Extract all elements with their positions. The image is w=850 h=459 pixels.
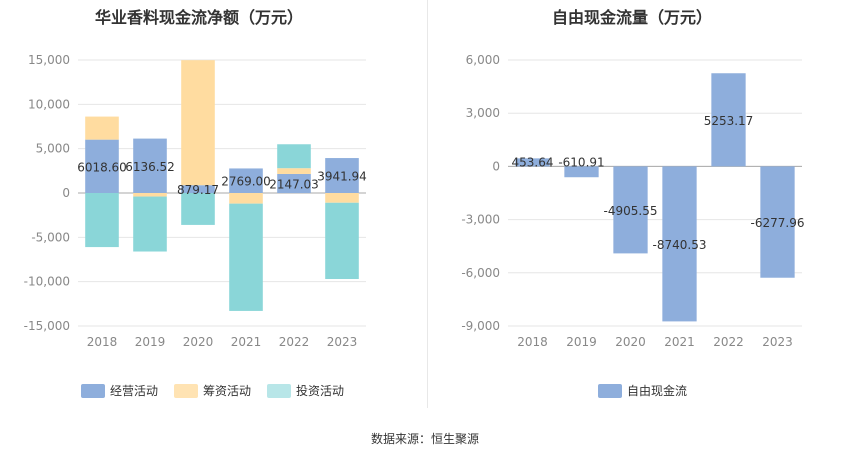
y-tick-label: -15,000 — [24, 319, 70, 333]
y-tick-label: 0 — [62, 186, 70, 200]
bar-投资活动-2019 — [133, 196, 167, 252]
bar-经营活动-2018 — [85, 139, 119, 193]
x-tick-label: 2020 — [183, 335, 214, 349]
data-label: 5253.17 — [704, 114, 754, 128]
bar-筹资活动-2018 — [85, 116, 119, 140]
bar-经营活动-2022 — [277, 173, 311, 193]
y-tick-label: -6,000 — [461, 266, 500, 280]
bar-2020 — [613, 166, 648, 254]
data-label: 3941.94 — [317, 170, 367, 184]
bar-2018 — [515, 158, 550, 167]
bar-投资活动-2018 — [85, 193, 119, 248]
legend-item-free-cash-flow[interactable]: 自由现金流 — [598, 382, 687, 399]
legend-swatch-operating — [81, 383, 105, 398]
y-tick-label: -3,000 — [461, 213, 500, 227]
data-label: 2769.00 — [221, 175, 271, 189]
bar-筹资活动-2019 — [133, 193, 167, 197]
x-tick-label: 2019 — [135, 335, 166, 349]
legend-swatch-free-cash-flow — [598, 383, 622, 398]
y-tick-label: -9,000 — [461, 319, 500, 333]
bar-经营活动-2019 — [133, 138, 167, 193]
legend-swatch-investing — [267, 383, 292, 398]
x-tick-label: 2022 — [713, 335, 744, 349]
cash-flow-chart: 15,000 10,000 5,000 0 -5,000 -10,000 -15,000 60… — [24, 53, 367, 349]
bar-投资活动-2022 — [277, 144, 311, 169]
x-tick-label: 2021 — [664, 335, 695, 349]
bar-筹资活动-2023 — [325, 193, 359, 203]
legend-label-investing: 投资活动 — [296, 384, 345, 398]
legend-item-financing[interactable]: 筹资活动 — [174, 382, 251, 399]
x-tick-label: 2019 — [566, 335, 597, 349]
y-tick-label: 0 — [492, 159, 500, 173]
x-tick-label: 2020 — [615, 335, 646, 349]
legend-item-investing[interactable]: 投资活动 — [267, 382, 344, 399]
x-tick-label: 2018 — [87, 335, 118, 349]
bar-2022 — [711, 73, 746, 167]
bar-投资活动-2023 — [325, 202, 359, 280]
y-tick-label: 3,000 — [466, 106, 500, 120]
bar-经营活动-2020 — [181, 185, 215, 193]
right-chart-title: 自由现金流量（万元） — [552, 8, 713, 27]
bar-2019 — [564, 166, 599, 178]
data-label: -610.91 — [558, 155, 604, 169]
legend-label-free-cash-flow: 自由现金流 — [627, 384, 688, 398]
x-tick-label: 2022 — [279, 335, 310, 349]
bar-投资活动-2020 — [181, 193, 215, 225]
y-tick-label: 15,000 — [28, 53, 70, 67]
y-tick-label: -5,000 — [31, 230, 70, 244]
y-tick-label: 6,000 — [466, 53, 500, 67]
right-legend: 自由现金流 — [598, 382, 703, 399]
data-label: -6277.96 — [751, 216, 805, 230]
y-tick-label: -10,000 — [24, 275, 70, 289]
data-label: 879.17 — [177, 183, 219, 197]
bar-经营活动-2023 — [325, 158, 359, 193]
free-cash-flow-chart: 6,000 3,000 0 -3,000 -6,000 -9,000 453.64 2018 -… — [461, 53, 805, 349]
bar-筹资活动-2021 — [229, 193, 263, 204]
y-tick-label: 10,000 — [28, 97, 70, 111]
chart-divider — [427, 0, 428, 408]
bar-筹资活动-2022 — [277, 168, 311, 174]
data-label: 6018.60 — [77, 160, 127, 174]
bar-投资活动-2021 — [229, 203, 263, 311]
data-label: 453.64 — [512, 155, 554, 169]
bar-2021 — [662, 166, 697, 322]
data-label: 6136.52 — [125, 160, 175, 174]
data-label: -4905.55 — [604, 204, 658, 218]
x-tick-label: 2021 — [231, 335, 262, 349]
bar-2023 — [760, 166, 795, 278]
x-tick-label: 2023 — [327, 335, 358, 349]
legend-label-financing: 筹资活动 — [203, 384, 252, 398]
left-legend: 经营活动 筹资活动 投资活动 — [81, 382, 360, 399]
bar-筹资活动-2020 — [181, 60, 215, 186]
bar-经营活动-2021 — [229, 168, 263, 193]
x-tick-label: 2023 — [762, 335, 793, 349]
data-label: -8740.53 — [653, 238, 707, 252]
data-source-note: 数据来源：恒生聚源 — [370, 432, 479, 446]
legend-swatch-financing — [174, 383, 199, 398]
legend-item-operating[interactable]: 经营活动 — [81, 382, 158, 399]
legend-label-operating: 经营活动 — [110, 384, 159, 398]
y-tick-label: 5,000 — [36, 142, 70, 156]
x-tick-label: 2018 — [517, 335, 548, 349]
data-label: 2147.03 — [269, 177, 319, 191]
left-chart-title: 华业香料现金流净额（万元） — [95, 8, 304, 27]
